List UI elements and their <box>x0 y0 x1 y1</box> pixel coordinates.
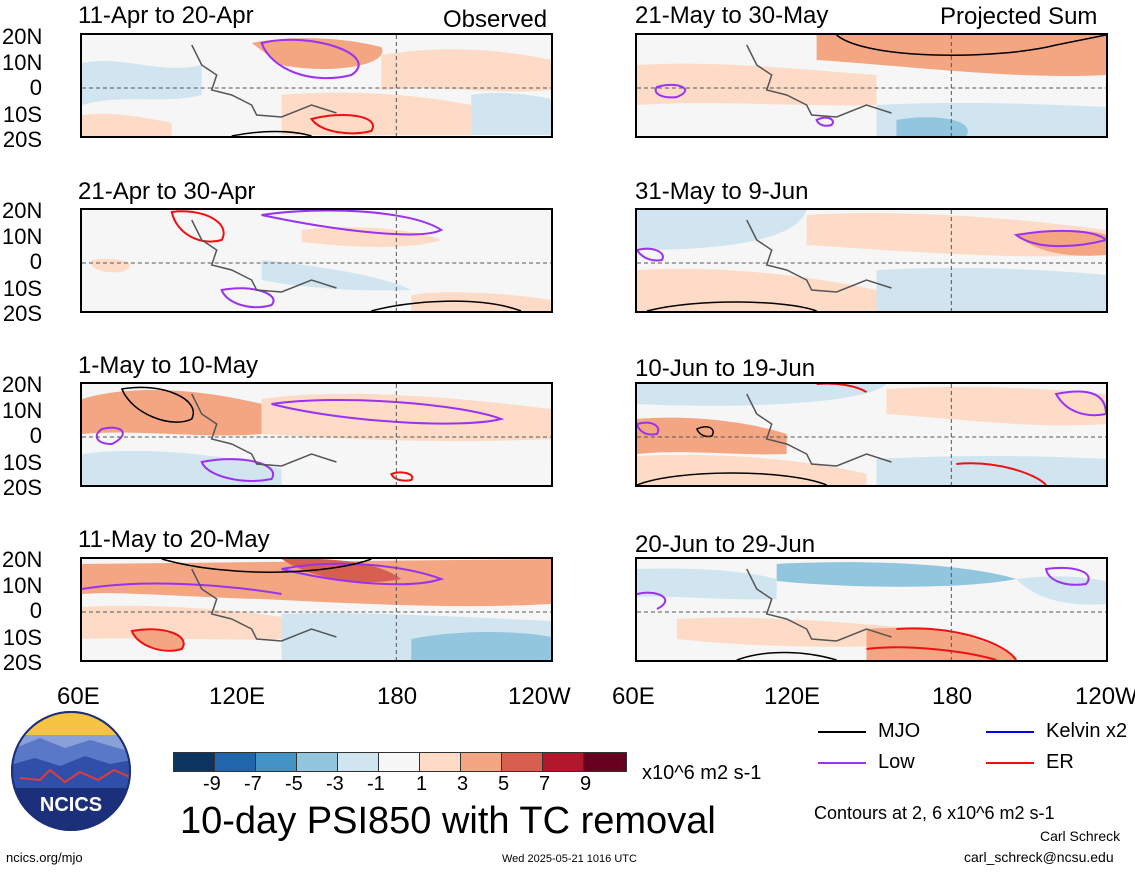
map-panel-left-2 <box>80 208 553 313</box>
colorbar-cell <box>460 752 502 772</box>
lat-label: 10N <box>2 398 43 423</box>
map-panel-right-1 <box>635 33 1108 138</box>
lon-label: 60E <box>612 683 655 710</box>
legend-item-mjo: MJO <box>818 720 978 744</box>
panel-title-right-2: 31-May to 9-Jun <box>635 178 809 205</box>
panel-title-left-3: 1-May to 10-May <box>78 352 259 379</box>
colorbar-cell <box>214 752 256 772</box>
lon-label: 120W <box>1075 683 1135 710</box>
lat-label: 0 <box>29 249 42 274</box>
contours-note: Contours at 2, 6 x10^6 m2 s-1 <box>814 803 1055 823</box>
legend-label-mjo: MJO <box>878 720 921 742</box>
legend-line-kelvin <box>986 731 1034 733</box>
main-title: 10-day PSI850 with TC removal <box>180 800 716 842</box>
footer-author: Carl Schreck <box>1040 828 1121 844</box>
colorbar-tick: 1 <box>416 773 428 795</box>
colorbar-cell <box>255 752 297 772</box>
panel-title-left-2: 21-Apr to 30-Apr <box>78 178 256 205</box>
colorbar-tick: 5 <box>498 773 510 795</box>
colorbar <box>173 752 627 772</box>
panel-title-right-3: 10-Jun to 19-Jun <box>635 355 816 382</box>
lat-label: 10S <box>2 276 42 301</box>
lat-label: 10S <box>2 102 42 127</box>
legend-label-er: ER <box>1046 751 1074 773</box>
legend-label-low: Low <box>878 751 915 773</box>
ncics-logo: NCICS <box>10 710 132 832</box>
panel-title-left-1: 11-Apr to 20-Apr <box>78 2 254 29</box>
lat-label: 20S <box>2 475 42 500</box>
colorbar-tick: -1 <box>367 773 385 795</box>
legend-line-mjo <box>818 731 866 733</box>
colorbar-cell <box>583 752 627 772</box>
panel-title-left-4: 11-May to 20-May <box>78 526 270 553</box>
colorbar-cell <box>378 752 420 772</box>
panel-title-right-1: 21-May to 30-May <box>635 2 829 29</box>
map-panel-right-3 <box>635 382 1108 487</box>
map-panel-left-1 <box>80 33 553 138</box>
lat-label: 10S <box>2 450 42 475</box>
legend-line-low <box>818 762 866 764</box>
colorbar-tick: 7 <box>539 773 551 795</box>
colorbar-tick: 3 <box>457 773 469 795</box>
map-panel-left-4 <box>80 557 553 662</box>
legend-item-low: Low <box>818 751 978 775</box>
lat-label: 20S <box>2 650 42 675</box>
legend-item-er: ER <box>986 751 1135 775</box>
colorbar-tick: -5 <box>285 773 303 795</box>
lat-label: 10N <box>2 50 43 75</box>
colorbar-tick: -3 <box>326 773 344 795</box>
lat-label: 10S <box>2 625 42 650</box>
legend-label-kelvin: Kelvin x2 <box>1046 720 1128 742</box>
lat-label: 20N <box>2 547 43 572</box>
lat-label: 20N <box>2 24 43 49</box>
panel-title-right-4: 20-Jun to 29-Jun <box>635 531 816 558</box>
lon-label: 120E <box>764 683 821 710</box>
lat-label: 10N <box>2 224 43 249</box>
footer-email: carl_schreck@ncsu.edu <box>964 849 1114 865</box>
colorbar-cell <box>501 752 543 772</box>
colorbar-tick: 9 <box>580 773 592 795</box>
logo-text: NCICS <box>40 794 102 816</box>
lat-label: 0 <box>29 75 42 100</box>
footer-timestamp: Wed 2025-05-21 1016 UTC <box>502 853 637 865</box>
lat-label: 0 <box>29 423 42 448</box>
map-panel-left-3 <box>80 382 553 487</box>
colorbar-cell <box>296 752 338 772</box>
lat-label: 0 <box>29 598 42 623</box>
colorbar-tick: -7 <box>244 773 262 795</box>
colorbar-cell <box>542 752 584 772</box>
lon-label: 180 <box>932 683 973 710</box>
lon-label: 180 <box>377 683 418 710</box>
lat-label: 10N <box>2 573 43 598</box>
lon-label: 120W <box>508 683 571 710</box>
map-panel-right-4 <box>635 557 1108 662</box>
lon-label: 60E <box>57 683 100 710</box>
legend-item-kelvin: Kelvin x2 <box>986 720 1135 744</box>
colorbar-cell <box>419 752 461 772</box>
projected-sum-label: Projected Sum <box>940 3 1098 30</box>
lat-label: 20S <box>2 301 42 326</box>
observed-label: Observed <box>443 6 548 33</box>
colorbar-cell <box>337 752 379 772</box>
lat-label: 20S <box>2 127 42 152</box>
footer-website: ncics.org/mjo <box>6 850 83 865</box>
legend-line-er <box>986 762 1034 764</box>
map-panel-right-2 <box>635 208 1108 313</box>
colorbar-cell <box>173 752 215 772</box>
colorbar-tick: -9 <box>203 773 221 795</box>
lon-label: 120E <box>209 683 266 710</box>
lat-label: 20N <box>2 372 43 397</box>
lat-label: 20N <box>2 198 43 223</box>
colorbar-unit: x10^6 m2 s-1 <box>642 762 762 784</box>
